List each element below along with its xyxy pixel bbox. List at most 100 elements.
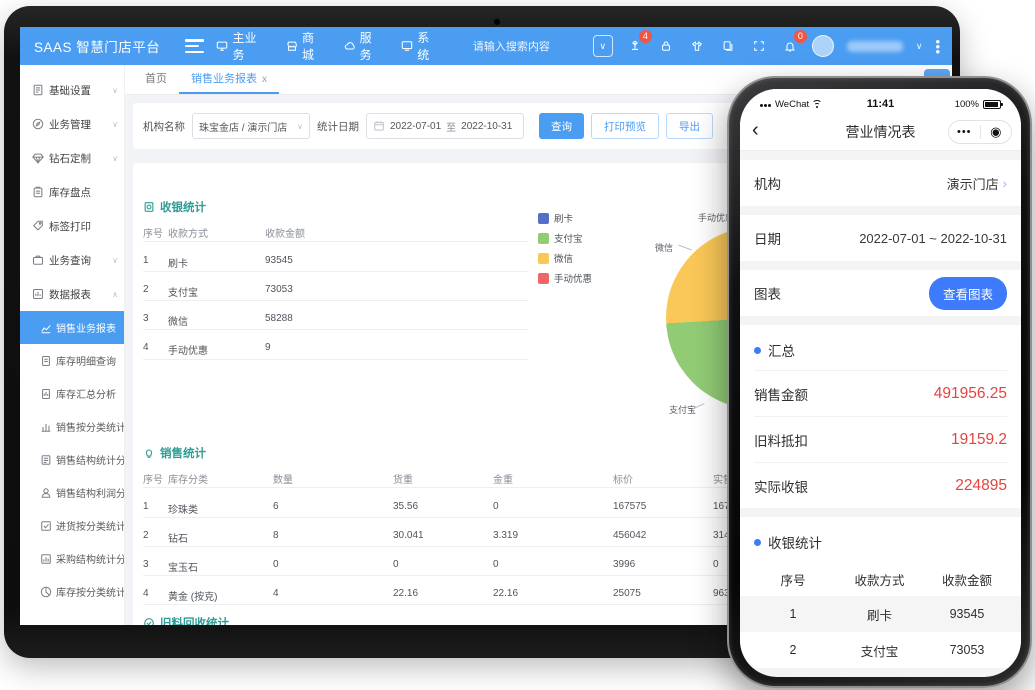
legend-item[interactable]: 刷卡 <box>538 211 592 225</box>
header-search[interactable] <box>472 37 593 55</box>
date-row[interactable]: 日期 2022-07-01 ~ 2022-10-31 <box>740 215 1021 261</box>
legend-item[interactable]: 支付宝 <box>538 231 592 245</box>
file-lines-icon <box>42 355 50 366</box>
sales-icon <box>145 449 153 458</box>
col-header: 货重 <box>393 475 413 486</box>
sidebar-item-business-mgmt[interactable]: 业务管理 ∨ <box>20 107 124 141</box>
reward-icon[interactable]: 4 <box>626 30 652 55</box>
view-chart-button[interactable]: 查看图表 <box>928 276 1007 310</box>
cashier-section-title: 收银统计 <box>143 199 206 215</box>
pie-label-alipay: 支付宝 <box>669 405 697 415</box>
sidebar-subitem-inventory-detail[interactable]: 库存明细查询 <box>20 344 124 377</box>
histogram-icon <box>41 553 51 564</box>
query-button[interactable]: 查询 <box>539 113 584 139</box>
pie-chart-icon <box>40 586 52 597</box>
cell: 6 <box>273 501 279 512</box>
bullet-dot-icon <box>754 538 761 546</box>
laptop-camera <box>494 19 500 25</box>
search-input[interactable] <box>472 41 593 53</box>
document-copy-icon[interactable] <box>719 37 737 55</box>
fullscreen-icon[interactable] <box>750 37 768 55</box>
clipboard-icon <box>33 186 43 198</box>
system-icon <box>401 41 413 51</box>
sidebar-subitem-procurement-structure[interactable]: 采购结构统计分析 <box>20 542 124 575</box>
sidebar-subitem-inventory-summary[interactable]: 库存汇总分析 <box>20 377 124 410</box>
nav-main-business[interactable]: 主业务 <box>216 29 268 63</box>
sidebar-item-inventory-check[interactable]: 库存盘点 <box>20 175 124 209</box>
avatar[interactable] <box>811 35 834 57</box>
sidebar-item-label-print[interactable]: 标签打印 <box>20 209 124 243</box>
sidebar-subitem-sales-by-category[interactable]: 销售按分类统计表 <box>20 410 124 443</box>
cell: 手动优惠 <box>168 346 208 357</box>
cell: 30.041 <box>393 530 424 541</box>
sidebar-subitem-sales-profit[interactable]: 销售结构利润分析 <box>20 476 124 509</box>
chevron-up-icon: ∧ <box>112 289 118 299</box>
collapse-box-icon[interactable]: ∨ <box>592 35 613 57</box>
cell: 22.16 <box>393 588 419 599</box>
sidebar-item-diamond-custom[interactable]: 钻石定制 ∨ <box>20 141 124 175</box>
menu-toggle-icon[interactable] <box>184 39 205 53</box>
print-preview-button[interactable]: 打印预览 <box>591 113 659 139</box>
cell: 0 <box>493 559 499 570</box>
nav-system[interactable]: 系统 <box>401 29 441 63</box>
col-header: 金重 <box>493 475 513 486</box>
cell: 73053 <box>265 284 293 295</box>
cell: 1 <box>143 501 149 512</box>
doc-stats-icon <box>41 454 51 465</box>
tab-close-icon[interactable]: x <box>262 74 267 85</box>
store-icon <box>287 41 297 51</box>
phone-frame: WeChat 11:41 100% ‹ 营业情况表 ••• ◉ <box>727 76 1032 688</box>
org-select[interactable]: 珠宝金店 / 演示门店 ∨ <box>192 113 310 139</box>
actual-cash-value: 224895 <box>955 476 1007 494</box>
app-header: SAAS 智慧门店平台 主业务 商城 服务 系统 <box>20 27 952 65</box>
chevron-icon: ∨ <box>112 119 118 129</box>
date-range-input[interactable]: 2022-07-01 至 2022-10-31 <box>366 113 524 139</box>
capsule-close-icon[interactable]: ◉ <box>990 124 1002 139</box>
bell-icon[interactable]: 0 <box>781 30 807 55</box>
back-icon[interactable]: ‹ <box>752 118 759 141</box>
chevron-icon: ∨ <box>112 153 118 163</box>
chevron-down-icon[interactable]: ∨ <box>915 40 923 51</box>
summary-item: 实际收银 224895 <box>754 462 1007 508</box>
more-menu-icon[interactable]: • • • <box>935 33 940 59</box>
tab-home[interactable]: 首页 <box>145 73 167 85</box>
bell-badge: 0 <box>793 30 807 43</box>
sidebar-item-business-query[interactable]: 业务查询 ∨ <box>20 243 124 277</box>
legend-item[interactable]: 手动优惠 <box>538 271 592 285</box>
sidebar-subitem-purchase-by-category[interactable]: 进货按分类统计表 <box>20 509 124 542</box>
sidebar-subitem-inventory-by-category[interactable]: 库存按分类统计表 <box>20 575 124 608</box>
nav-service[interactable]: 服务 <box>344 29 384 63</box>
sidebar-subitem-sales-report[interactable]: 销售业务报表 <box>20 311 124 344</box>
phone-table-header: 序号 收款方式 收款金额 <box>780 573 992 588</box>
sidebar-item-data-reports[interactable]: 数据报表 ∧ <box>20 277 124 311</box>
col-header: 收款方式 <box>168 229 208 240</box>
date-label: 统计日期 <box>317 120 359 133</box>
lock-icon[interactable] <box>657 37 675 55</box>
cell: 0 <box>713 559 719 570</box>
cell: 1 <box>143 255 149 266</box>
clock: 11:41 <box>866 98 895 110</box>
export-button[interactable]: 导出 <box>666 113 713 139</box>
nav-mall[interactable]: 商城 <box>286 29 326 63</box>
theme-shirt-icon[interactable] <box>688 37 706 55</box>
old-material-value: 19159.2 <box>950 430 1007 448</box>
legend-item[interactable]: 微信 <box>538 251 592 265</box>
tab-sales-report[interactable]: 销售业务报表 x <box>179 70 279 94</box>
cell: 93545 <box>265 255 293 266</box>
sidebar: 基础设置 ∨ 业务管理 ∨ 钻石定制 ∨ 库存盘点 <box>20 65 125 625</box>
cell: 微信 <box>168 317 188 328</box>
compass-icon <box>32 118 44 130</box>
cell: 2 <box>143 530 149 541</box>
sidebar-item-basic-settings[interactable]: 基础设置 ∨ <box>20 73 124 107</box>
phone-cashier-block: 收银统计 序号 收款方式 收款金额 1 刷卡 93545 2 支付宝 73053 <box>740 517 1021 668</box>
cell: 1675 <box>713 501 736 512</box>
cell: 22.16 <box>493 588 519 599</box>
org-row[interactable]: 机构 演示门店 › <box>740 160 1021 206</box>
cell: 钻石 <box>168 534 188 545</box>
capsule-more-icon[interactable]: ••• <box>956 126 972 138</box>
cell: 58288 <box>265 313 293 324</box>
legend-swatch <box>538 272 549 284</box>
sidebar-subitem-sales-structure-stats[interactable]: 销售结构统计分析 <box>20 443 124 476</box>
cell: 9639 <box>713 588 736 599</box>
